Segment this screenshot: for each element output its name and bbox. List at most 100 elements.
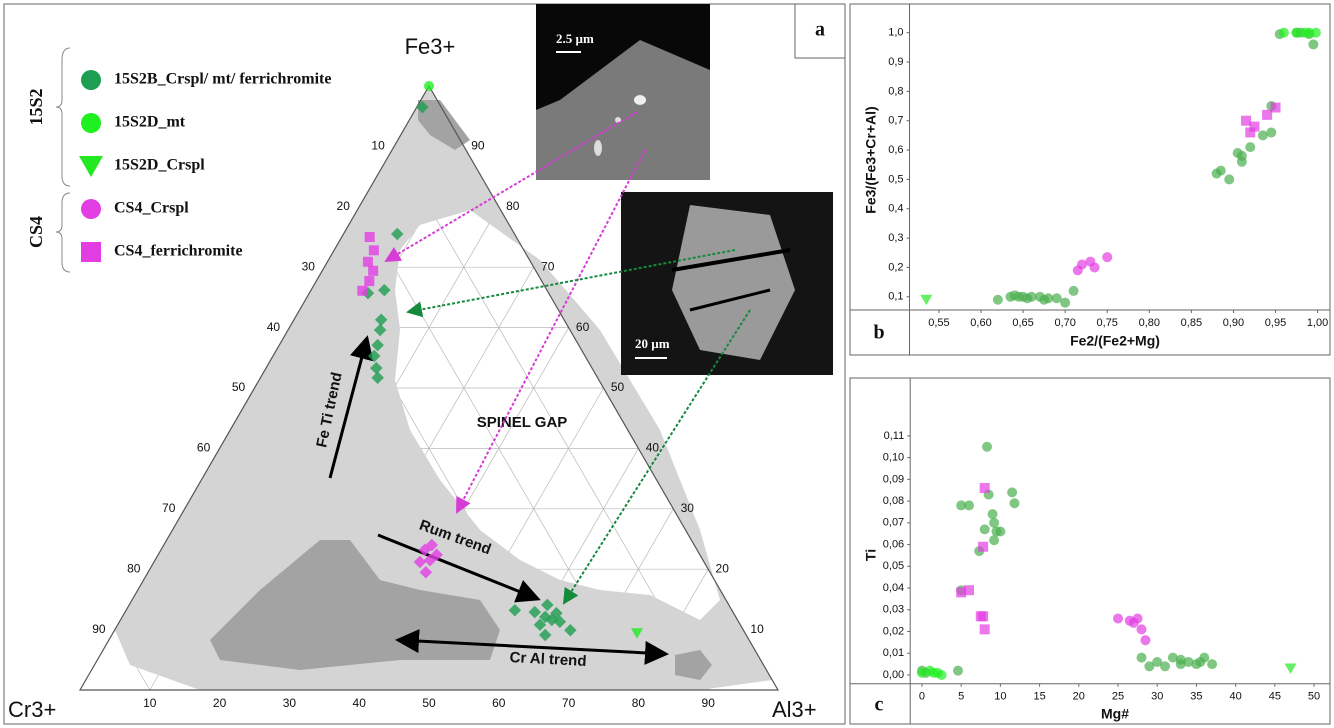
tick-label: 90: [702, 696, 716, 710]
y-tick-label: 0,7: [888, 115, 903, 127]
y-tick-label: 1,0: [888, 27, 903, 39]
x-tick-label: 0,60: [970, 317, 991, 329]
y-tick-label: 0,00: [883, 669, 904, 681]
point: [369, 245, 379, 255]
point: [1199, 653, 1209, 663]
tick-label: 10: [143, 696, 157, 710]
tick-label: 90: [92, 622, 106, 636]
point: [1311, 28, 1321, 38]
x-tick-label: 45: [1269, 691, 1281, 703]
y-tick-label: 0,07: [883, 517, 904, 529]
tick-label: 40: [646, 441, 660, 455]
y-tick-label: 0,04: [883, 582, 904, 594]
tick-label: 20: [716, 561, 730, 575]
scale-bar-label: 2.5 µm: [556, 31, 594, 46]
tick-label: 50: [232, 380, 246, 394]
point: [1009, 498, 1019, 508]
vertex-label: Al3+: [772, 697, 817, 722]
point: [1224, 174, 1234, 184]
micrograph: 2.5 µm: [536, 4, 710, 180]
point: [1249, 122, 1259, 132]
point: [989, 518, 999, 528]
y-tick-label: 0,9: [888, 56, 903, 68]
tick-label: 60: [576, 320, 590, 334]
point: [1207, 659, 1217, 669]
point: [1308, 39, 1318, 49]
point: [1279, 28, 1289, 38]
point: [980, 524, 990, 534]
legend-label: CS4_ferrichromite: [114, 243, 243, 260]
y-tick-label: 0,03: [883, 604, 904, 616]
point: [357, 286, 367, 296]
y-tick-label: 0,10: [883, 452, 904, 464]
point: [978, 542, 988, 552]
point: [995, 527, 1005, 537]
y-tick-label: 0,06: [883, 538, 904, 550]
x-tick-label: 0,80: [1139, 317, 1160, 329]
x-tick-label: 35: [1190, 691, 1202, 703]
tick-label: 60: [492, 696, 506, 710]
point: [1090, 262, 1100, 272]
scale-bar-label: 20 µm: [635, 336, 670, 351]
point: [1102, 252, 1112, 262]
x-tick-label: 20: [1073, 691, 1085, 703]
panel-b-frame: [850, 4, 1330, 355]
x-tick-label: 0,75: [1097, 317, 1118, 329]
y-axis-title: Fe3/(Fe3+Cr+Al): [863, 106, 879, 213]
legend-label: 15S2D_mt: [114, 114, 186, 131]
tick-label: 80: [632, 696, 646, 710]
tick-label: 20: [213, 696, 227, 710]
x-axis-title: Fe2/(Fe2+Mg): [1070, 333, 1160, 349]
tick-label: 40: [267, 320, 281, 334]
point: [989, 535, 999, 545]
x-tick-label: 0,55: [928, 317, 949, 329]
tick-label: 80: [506, 199, 520, 213]
point: [980, 624, 990, 634]
tick-label: 10: [750, 622, 764, 636]
tick-label: 90: [471, 139, 485, 153]
panel-label: b: [873, 322, 884, 344]
point: [964, 585, 974, 595]
point: [1007, 487, 1017, 497]
legend-marker: [81, 199, 101, 219]
tick-label: 70: [562, 696, 576, 710]
point: [424, 81, 434, 91]
point: [1069, 286, 1079, 296]
y-tick-label: 0,11: [884, 430, 905, 442]
tick-label: 40: [353, 696, 367, 710]
x-tick-label: 50: [1308, 691, 1320, 703]
y-tick-label: 0,5: [888, 173, 903, 185]
x-tick-label: 0,85: [1181, 317, 1202, 329]
tick-label: 30: [302, 259, 316, 273]
point: [953, 666, 963, 676]
legend-label: 15S2D_Crspl: [114, 157, 205, 174]
vertex-label: Fe3+: [405, 34, 456, 59]
point: [988, 509, 998, 519]
y-tick-label: 0,01: [883, 647, 904, 659]
point: [363, 257, 373, 267]
y-tick-label: 0,2: [888, 261, 903, 273]
x-tick-label: 25: [1112, 691, 1124, 703]
legend-group-label: CS4: [26, 216, 46, 248]
panel-label: c: [875, 694, 884, 716]
tick-label: 30: [681, 501, 695, 515]
point: [1133, 613, 1143, 623]
x-tick-label: 1,00: [1307, 317, 1328, 329]
legend-marker: [81, 113, 101, 133]
x-tick-label: 0,70: [1054, 317, 1075, 329]
tick-label: 70: [541, 259, 555, 273]
y-axis-title: Ti: [863, 549, 879, 561]
point: [1245, 142, 1255, 152]
tick-label: 10: [371, 139, 385, 153]
y-tick-label: 0,8: [888, 85, 903, 97]
x-tick-label: 0,90: [1223, 317, 1244, 329]
micrograph: 20 µm: [621, 192, 833, 375]
x-tick-label: 0,95: [1265, 317, 1286, 329]
point: [1137, 653, 1147, 663]
y-tick-label: 0,05: [883, 560, 904, 572]
annotation: SPINEL GAP: [477, 414, 568, 431]
legend-label: 15S2B_Crspl/ mt/ ferrichromite: [114, 71, 331, 88]
point: [1176, 659, 1186, 669]
tick-label: 60: [197, 441, 211, 455]
x-tick-label: 30: [1151, 691, 1163, 703]
